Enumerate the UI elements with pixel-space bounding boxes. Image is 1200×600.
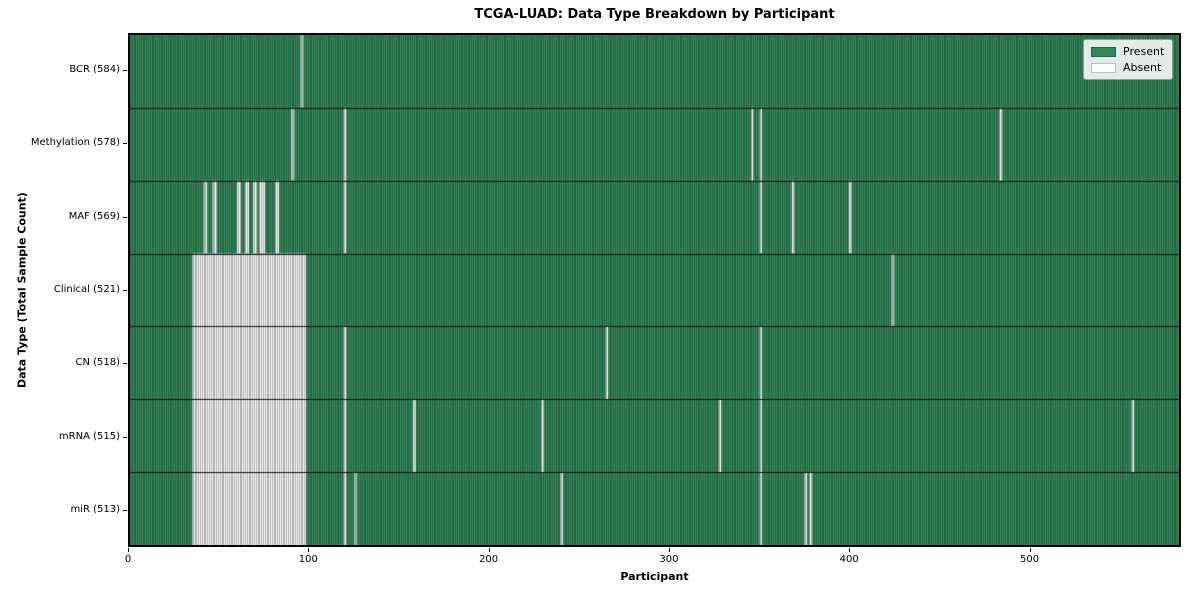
- chart-title: TCGA-LUAD: Data Type Breakdown by Partic…: [474, 7, 835, 22]
- y-tick-mark: [123, 217, 127, 218]
- legend-swatch-absent: [1091, 62, 1116, 73]
- x-tick-label: 500: [1019, 554, 1040, 565]
- y-tick-mark: [123, 290, 127, 291]
- y-tick-label: MAF (569): [68, 210, 120, 222]
- y-tick-mark: [123, 70, 127, 71]
- x-tick-mark: [489, 548, 490, 552]
- y-tick-label: miR (513): [70, 504, 120, 516]
- x-tick-mark: [669, 548, 670, 552]
- y-tick-mark: [123, 510, 127, 511]
- y-tick-mark: [123, 437, 127, 438]
- x-tick-label: 100: [298, 554, 318, 565]
- x-tick-mark: [849, 548, 850, 552]
- legend-item: Absent: [1091, 62, 1164, 73]
- x-tick-mark: [1030, 548, 1031, 552]
- y-tick-label: Clinical (521): [53, 284, 120, 295]
- chart-grid: [130, 35, 1179, 545]
- x-tick-label: 0: [124, 554, 132, 565]
- legend-label: Present: [1123, 45, 1165, 58]
- legend: Present Absent: [1083, 39, 1173, 80]
- y-tick-mark: [123, 143, 127, 144]
- plot-area: [128, 33, 1181, 547]
- x-tick-label: 300: [659, 554, 679, 565]
- x-tick-mark: [308, 548, 309, 552]
- legend-label: Absent: [1123, 61, 1162, 74]
- y-tick-label: CN (518): [75, 357, 120, 369]
- y-tick-mark: [123, 363, 127, 364]
- y-tick-label: mRNA (515): [58, 430, 120, 442]
- x-tick-label: 200: [479, 554, 499, 565]
- y-tick-label: Methylation (578): [30, 137, 120, 149]
- legend-swatch-present: [1091, 46, 1116, 57]
- legend-item: Present: [1091, 46, 1164, 57]
- x-tick-mark: [128, 548, 129, 552]
- x-tick-label: 400: [839, 554, 859, 565]
- x-axis-label: Participant: [620, 570, 689, 583]
- y-tick-label: BCR (584): [69, 63, 120, 75]
